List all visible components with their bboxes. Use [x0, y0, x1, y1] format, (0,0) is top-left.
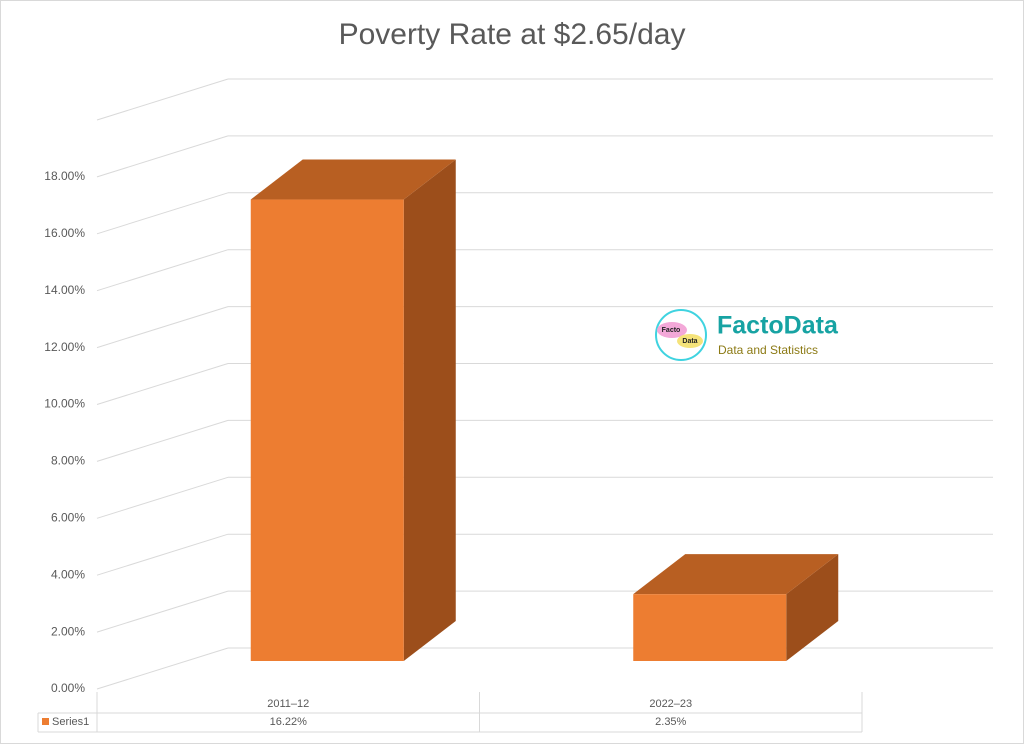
y-tick-label: 14.00%: [44, 283, 85, 297]
bar-side: [403, 159, 456, 661]
bar-top: [250, 159, 456, 200]
legend-key: [42, 718, 49, 725]
bar-side: [786, 554, 839, 661]
grid-line: [96, 419, 229, 462]
watermark: Facto Data FactoData Data and Statistics: [655, 309, 839, 361]
y-tick-label: 8.00%: [51, 454, 85, 468]
y-tick-label: 18.00%: [44, 169, 85, 183]
grid-line: [96, 192, 229, 235]
grid-line: [96, 590, 229, 633]
x-tick-label: 2011–12: [267, 698, 309, 710]
logo-text: Facto: [662, 327, 681, 334]
tagline: Data and Statistics: [718, 343, 818, 357]
logo-blob: [677, 334, 703, 348]
y-tick-label: 12.00%: [44, 340, 85, 354]
bar: [633, 594, 787, 661]
y-tick-label: 6.00%: [51, 510, 85, 524]
bar: [250, 199, 404, 661]
legend-label: Series1: [52, 716, 89, 728]
y-tick-label: 0.00%: [51, 681, 85, 695]
y-tick-label: 16.00%: [44, 226, 85, 240]
y-tick-label: 2.00%: [51, 624, 85, 638]
y-tick-label: 10.00%: [44, 397, 85, 411]
logo-text: Data: [682, 338, 697, 345]
grid-line: [96, 249, 229, 292]
grid-line: [96, 306, 229, 349]
data-label: 2.35%: [655, 716, 686, 728]
grid-line: [96, 533, 229, 576]
grid-line: [96, 476, 229, 519]
grid-line: [96, 135, 229, 178]
grid-line: [96, 78, 229, 121]
logo-blob: [657, 322, 687, 338]
chart-title: Poverty Rate at $2.65/day: [339, 18, 686, 51]
bar-top: [633, 554, 839, 595]
y-tick-label: 4.00%: [51, 567, 85, 581]
grid-line: [96, 363, 229, 405]
data-label: 16.22%: [270, 716, 308, 728]
brand: FactoData: [717, 312, 839, 340]
grid-line: [96, 647, 229, 690]
x-tick-label: 2022–23: [649, 698, 692, 710]
